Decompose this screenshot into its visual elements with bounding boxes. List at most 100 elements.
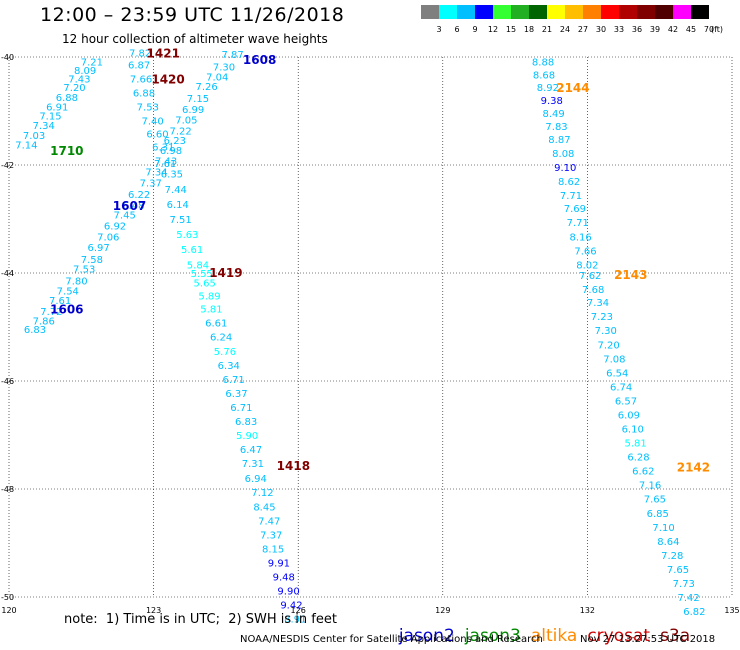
wave-height-point: 7.23 (591, 312, 613, 323)
wave-height-point: 7.82 (129, 49, 151, 60)
wave-height-point: 6.85 (647, 509, 669, 520)
wave-height-point: 7.68 (582, 285, 604, 296)
wave-height-point: 8.16 (570, 232, 592, 243)
wave-height-point: 6.09 (618, 410, 640, 421)
wave-height-point: 7.06 (97, 232, 119, 243)
satellite-legend: jason2 jason3 altika cryosat s3a (388, 606, 700, 646)
y-tick-label: -44 (1, 269, 14, 278)
legend-swatch (637, 5, 655, 19)
wave-height-point: 6.47 (240, 445, 262, 456)
x-tick-label: 132 (580, 606, 595, 615)
generated-timestamp: Nov 27 13:27:53 UTC 2018 (580, 634, 716, 645)
x-tick-label: 129 (435, 606, 450, 615)
legend-tick-label: 18 (524, 25, 534, 34)
wave-height-point: 7.61 (49, 296, 71, 307)
wave-height-point: 8.68 (533, 70, 555, 81)
wave-height-point: 7.58 (81, 255, 103, 266)
pass-time-label: 2143 (614, 268, 647, 282)
wave-height-point: 6.35 (161, 170, 183, 181)
pass-time-label: 1419 (209, 266, 242, 280)
wave-height-point: 7.21 (81, 57, 103, 68)
wave-height-point: 5.81 (200, 305, 222, 316)
wave-height-point: 6.91 (46, 103, 68, 114)
wave-height-point: 6.54 (606, 368, 628, 379)
wave-height-point: 7.54 (57, 286, 79, 297)
wave-height-point: 7.15 (187, 94, 209, 105)
wave-height-point: 7.28 (661, 551, 683, 562)
wave-height-point: 7.37 (140, 178, 162, 189)
wave-height-point: 6.71 (222, 375, 244, 386)
wave-height-point: 7.47 (258, 516, 280, 527)
legend-swatch (619, 5, 637, 19)
legend-swatch (673, 5, 691, 19)
x-tick-label: 126 (291, 606, 306, 615)
wave-height-point: 7.45 (114, 211, 136, 222)
pass-time-label: 2142 (677, 460, 710, 474)
legend-swatch (529, 5, 547, 19)
wave-height-point: 6.28 (627, 453, 649, 464)
wave-height-point: 7.83 (545, 122, 567, 133)
legend-tick-label: 33 (614, 25, 624, 34)
wave-height-point: 7.66 (130, 75, 152, 86)
wave-height-point: 8.88 (532, 57, 554, 68)
wave-height-point: 6.98 (160, 146, 182, 157)
wave-height-point: 6.74 (610, 382, 632, 393)
satellite-name-jason3: jason3 (464, 626, 521, 646)
wave-height-point: 8.49 (543, 109, 565, 120)
wave-height-point: 6.37 (225, 389, 247, 400)
pass-time-label: 1608 (243, 53, 276, 67)
legend-swatch (511, 5, 529, 19)
wave-height-point: 7.65 (667, 565, 689, 576)
wave-height-point: 8.08 (552, 149, 574, 160)
legend-tick-label: 45 (686, 25, 696, 34)
legend-tick-label: 15 (506, 25, 516, 34)
wave-height-point: 8.92 (537, 83, 559, 94)
wave-height-point: 6.82 (683, 607, 705, 618)
wave-height-point: 5.84 (187, 260, 209, 271)
chart-subtitle: 12 hour collection of altimeter wave hei… (62, 32, 328, 46)
wave-height-point: 5.76 (214, 347, 236, 358)
wave-height-point: 7.51 (169, 215, 191, 226)
wave-height-point: 7.26 (195, 82, 217, 93)
wave-height-point: 9.90 (277, 587, 299, 598)
pass-time-label: 1418 (277, 459, 310, 473)
wave-height-point: 9.48 (273, 572, 295, 583)
wave-height-point: 8.45 (253, 502, 275, 513)
color-scale-legend: 3 6 9 12 15 18 21 24 27 30 33 36 39 42 45 70(ft) (421, 5, 723, 34)
x-tick-label: 123 (146, 606, 161, 615)
wave-height-point: 7.22 (169, 126, 191, 137)
wave-height-point: 6.92 (104, 221, 126, 232)
wave-height-point: 7.53 (73, 265, 95, 276)
legend-swatch (565, 5, 583, 19)
legend-tick-label: 27 (578, 25, 588, 34)
wave-height-point: 6.88 (133, 89, 155, 100)
credit-line: NOAA/NESDIS Center for Satellite Applica… (240, 634, 543, 645)
wave-height-point: 8.02 (576, 260, 598, 271)
wave-height-point: 6.87 (128, 61, 150, 72)
wave-height-point: 6.83 (24, 325, 46, 336)
wave-height-point: 6.48 (122, 201, 144, 212)
wave-height-point: 7.71 (560, 191, 582, 202)
legend-tick-label: 39 (650, 25, 660, 34)
wave-height-point: 7.16 (639, 481, 661, 492)
legend-tick-label: 6 (454, 25, 459, 34)
wave-height-point: 7.05 (175, 116, 197, 127)
wave-height-point: 7.30 (595, 326, 617, 337)
wave-height-point: 7.43 (155, 157, 177, 168)
legend-tick-label: 12 (488, 25, 498, 34)
wave-height-point: 7.15 (39, 111, 61, 122)
legend-swatch (655, 5, 673, 19)
wave-height-point: 9.42 (280, 601, 302, 612)
wave-height-point: 5.65 (194, 279, 216, 290)
wave-height-point: 7.34 (145, 167, 167, 178)
wave-height-point: 6.88 (56, 93, 78, 104)
wave-height-point: 6.24 (210, 333, 232, 344)
y-tick-label: -50 (1, 593, 14, 602)
wave-height-point: 6.10 (622, 425, 644, 436)
y-tick-label: -46 (1, 377, 14, 386)
wave-height-point: 8.15 (262, 544, 284, 555)
legend-tick-label: 3 (436, 25, 441, 34)
wave-height-point: 7.30 (213, 63, 235, 74)
wave-height-point: 8.62 (558, 177, 580, 188)
